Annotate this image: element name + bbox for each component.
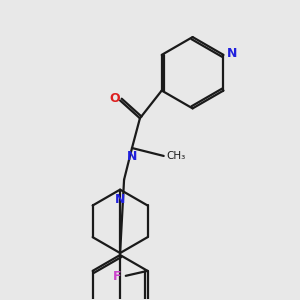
- Text: N: N: [127, 150, 137, 163]
- Text: CH₃: CH₃: [167, 151, 186, 161]
- Text: O: O: [110, 92, 121, 105]
- Text: N: N: [226, 47, 237, 60]
- Text: N: N: [115, 193, 125, 206]
- Text: F: F: [113, 270, 122, 283]
